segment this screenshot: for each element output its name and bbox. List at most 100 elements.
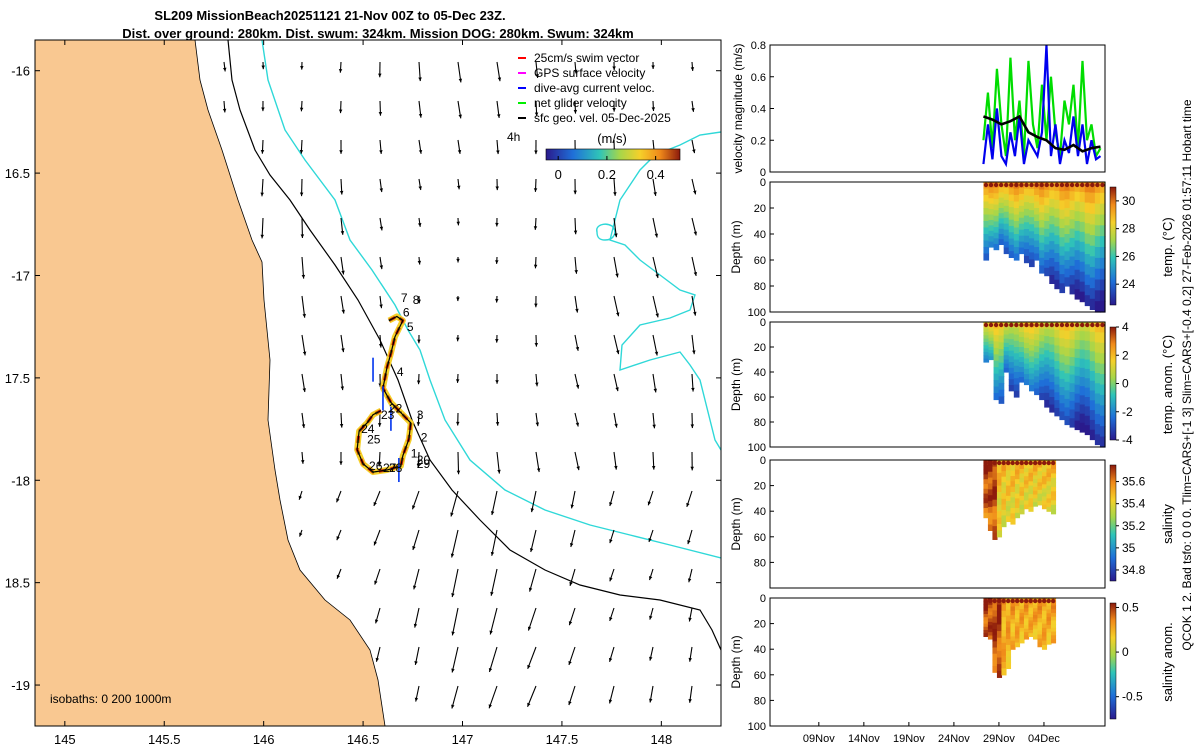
y-tick-label: 20: [754, 619, 766, 631]
geo-velocity-arrow-head: [336, 498, 340, 503]
profile-cell: [987, 635, 994, 640]
geo-velocity-arrow: [688, 607, 693, 622]
geo-velocity-arrow: [691, 178, 697, 195]
profile-cell: [1028, 498, 1034, 504]
geo-velocity-arrow-head: [261, 65, 265, 70]
profile-cell: [1079, 291, 1086, 303]
profile-cell: [1018, 235, 1025, 243]
profile-cell: [987, 615, 994, 620]
geo-velocity-arrow: [495, 334, 499, 343]
profile-cell: [1029, 224, 1035, 232]
surface-marker: [1014, 460, 1020, 466]
surface-marker: [1001, 598, 1006, 604]
geo-velocity-arrow-head: [654, 233, 659, 238]
geo-velocity-arrow: [377, 451, 382, 467]
profile-cell: [1028, 630, 1034, 634]
geo-velocity-arrow-shaft: [457, 451, 460, 475]
profile-cell: [1032, 502, 1039, 507]
profile-cell: [1069, 392, 1076, 402]
profile-cell: [988, 356, 995, 361]
geo-velocity-arrow-head: [573, 109, 578, 114]
profile-cell: [1028, 620, 1034, 625]
profile-cell: [1023, 255, 1030, 264]
profile-cell: [1039, 189, 1045, 198]
geo-velocity-arrow: [299, 139, 304, 154]
profile-cell: [1099, 290, 1106, 302]
profile-cell: [1034, 328, 1040, 335]
profile-cell: [1084, 264, 1091, 276]
geo-velocity-arrow: [530, 490, 537, 513]
geo-velocity-arrow: [375, 646, 381, 662]
geo-velocity-arrow-head: [688, 657, 692, 662]
side-status-label: QCOK 1 2. Bad tsfo: 0 0 0. Tlim=CARS+[-1…: [1180, 99, 1194, 650]
legend-extra-label: 4h: [507, 130, 520, 144]
profile-cell: [1001, 521, 1007, 528]
profile-cell: [1008, 344, 1015, 352]
profile-cell: [1064, 268, 1071, 278]
profile-cell: [1049, 232, 1055, 242]
profile-cell: [1034, 208, 1040, 216]
profile-cell: [1094, 434, 1101, 446]
profile-cell: [1023, 368, 1030, 375]
profile-cell: [1041, 468, 1048, 473]
geo-velocity-arrow-head: [339, 190, 344, 195]
profile-cell: [996, 472, 1003, 480]
profile-cell: [1084, 274, 1091, 286]
geo-velocity-arrow: [456, 295, 460, 302]
profile-cell: [988, 230, 995, 237]
surface-marker: [996, 460, 1002, 466]
profile-cell: [1032, 611, 1039, 616]
map-land: [35, 40, 386, 726]
profile-cell: [1069, 339, 1076, 349]
profile-cell: [1039, 328, 1045, 336]
geo-velocity-arrow-head: [302, 313, 306, 318]
profile-cell: [1003, 217, 1010, 225]
geo-velocity-arrow-head: [535, 382, 539, 387]
profile-cell: [1032, 604, 1039, 609]
profile-cell: [1084, 359, 1091, 370]
profile-cell: [1039, 235, 1045, 244]
profile-cell: [1049, 258, 1055, 268]
geo-velocity-arrow-head: [651, 107, 656, 111]
profile-cell: [1014, 479, 1021, 485]
geo-velocity-arrow: [690, 412, 695, 429]
geo-velocity-arrow: [686, 490, 693, 508]
geo-velocity-arrow: [691, 334, 696, 355]
profile-cell: [998, 362, 1005, 370]
profile-cell: [1003, 342, 1010, 348]
geo-velocity-arrow: [574, 412, 580, 427]
profile-cell: [1046, 624, 1052, 630]
surface-marker: [1046, 598, 1051, 604]
track-label: 4: [397, 365, 404, 379]
geo-velocity-arrow-head: [691, 387, 695, 392]
geo-velocity-arrow-head: [653, 388, 657, 393]
profile-cell: [1099, 279, 1106, 291]
profile-cell: [1050, 477, 1057, 483]
colorbar-tick-label: 2: [1122, 348, 1129, 362]
geo-velocity-arrow-head: [488, 704, 492, 709]
geo-velocity-arrow: [488, 646, 498, 673]
profile-cell: [993, 373, 1000, 381]
profile-cell: [1023, 625, 1030, 630]
profile-cell: [1089, 235, 1096, 247]
profile-cell: [1039, 212, 1045, 221]
profile-cell: [1041, 640, 1048, 646]
profile-cell: [1019, 482, 1025, 488]
profile-cell: [1034, 247, 1040, 255]
profile-cell: [1019, 612, 1025, 618]
profile-cell: [1099, 353, 1106, 365]
geo-velocity-arrow: [338, 100, 343, 114]
profile-cell: [1099, 203, 1106, 216]
profile-cell: [1001, 498, 1007, 505]
geo-velocity-arrow-head: [490, 551, 495, 556]
legend-label: 25cm/s swim vector: [534, 51, 639, 65]
profile-cell: [1001, 482, 1007, 489]
profile-cell: [1041, 602, 1048, 608]
profile-cell: [1044, 252, 1050, 261]
profile-cell: [998, 396, 1005, 404]
geo-velocity-arrow: [457, 139, 462, 154]
profile-cell: [1029, 217, 1035, 225]
colorbar-tick-label: 4: [1122, 320, 1129, 334]
profile-cell: [996, 466, 1003, 474]
map-frame: [34, 39, 722, 727]
